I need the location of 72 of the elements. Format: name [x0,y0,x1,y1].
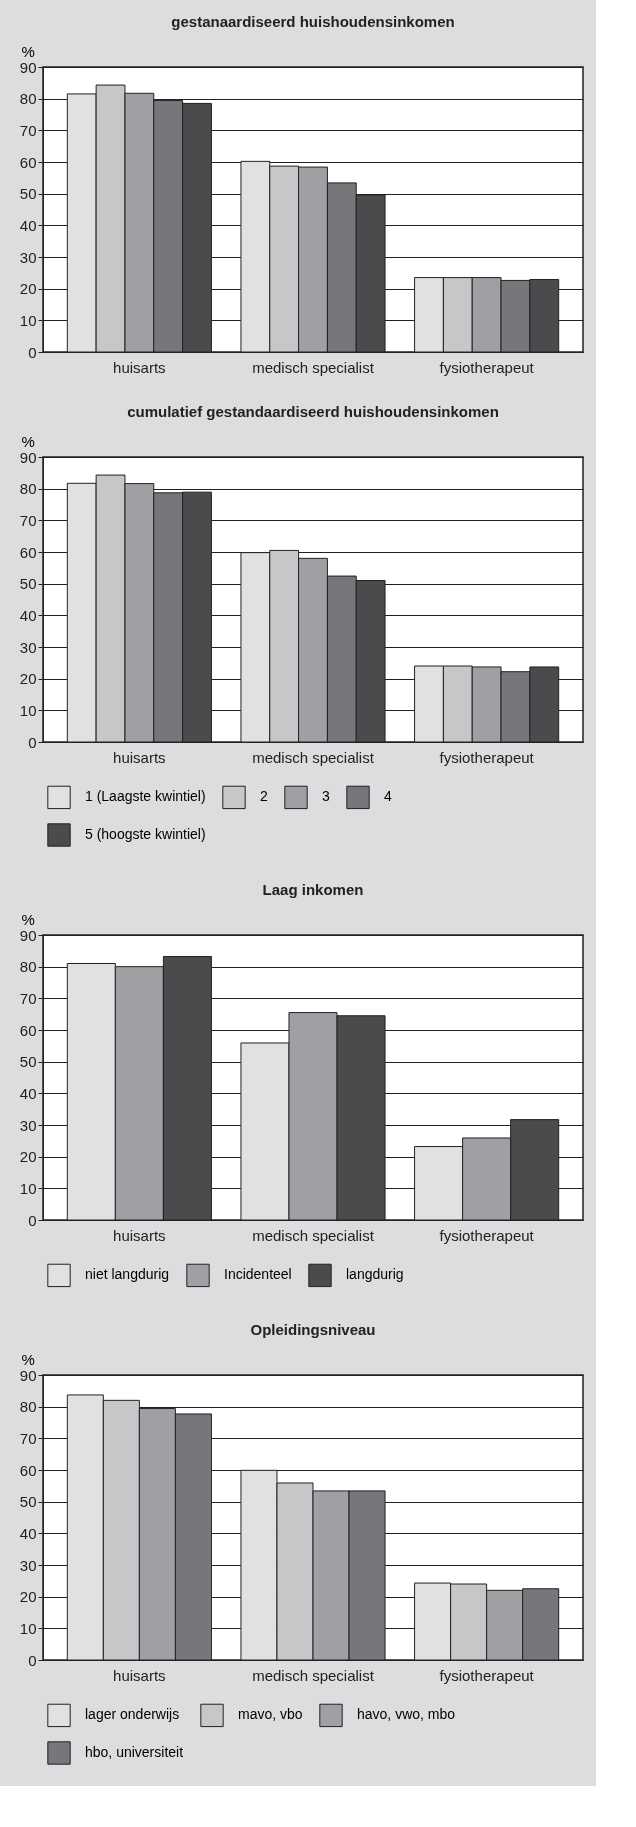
legend-label: 4 [384,788,392,805]
y-tick-label: 90 [19,58,37,76]
y-tick-label: 20 [19,670,37,688]
y-axis-title: % [21,1350,35,1368]
x-tick-label: huisarts [113,1226,166,1244]
x-tick-label: medisch specialist [252,358,375,376]
y-tick-label: 0 [28,1651,37,1669]
y-axis-title: % [21,42,35,60]
legend-label: 2 [260,788,268,805]
y-tick-label: 90 [19,1366,37,1384]
y-tick-label: 50 [19,1493,37,1511]
y-tick-label: 70 [19,1429,37,1447]
y-tick-label: 90 [19,448,37,466]
x-tick-label: medisch specialist [252,748,375,766]
y-tick-label: 90 [19,926,37,944]
y-tick-label: 50 [19,1053,37,1071]
x-tick-label: fysiotherapeut [439,1226,535,1244]
y-axis-title: % [21,432,35,450]
y-tick-label: 50 [19,575,37,593]
chart-title: Laag inkomen [262,881,364,898]
y-tick-label: 80 [19,90,37,108]
legend-label: 5 (hoogste kwintiel) [85,826,206,842]
y-tick-label: 30 [19,1556,37,1574]
chart-title: Opleidingsniveau [250,1321,376,1338]
y-tick-label: 60 [19,1461,37,1479]
x-tick-label: huisarts [113,358,166,376]
chart-title: cumulatief gestandaardiseerd huishoudensinkomen [127,403,499,420]
chart-title: gestanaardiseerd huishoudensinkomen [171,13,455,30]
y-tick-label: 40 [19,606,37,624]
x-tick-label: huisarts [113,1666,166,1684]
y-tick-label: 70 [19,511,37,529]
y-tick-label: 40 [19,1524,37,1542]
y-tick-label: 10 [19,1619,37,1637]
y-axis-title: % [21,910,35,928]
legend-label: 3 [322,788,330,805]
y-tick-label: 40 [19,1084,37,1102]
legend-label: mavo, vbo [238,1706,303,1723]
y-tick-label: 0 [28,733,37,751]
y-tick-label: 60 [19,543,37,561]
y-tick-label: 60 [19,153,37,171]
y-tick-label: 80 [19,1398,37,1416]
legend-label: 1 (Laagste kwintiel) [85,788,206,805]
x-tick-label: fysiotherapeut [439,1666,535,1684]
y-tick-label: 0 [28,343,37,361]
y-tick-label: 10 [19,1179,37,1197]
legend-label: niet langdurig [85,1266,170,1283]
y-tick-label: 30 [19,1116,37,1134]
legend-label: hbo, universiteit [85,1744,184,1760]
y-tick-label: 30 [19,248,37,266]
y-tick-label: 80 [19,958,37,976]
y-tick-label: 20 [19,1588,37,1606]
legend-label: langdurig [346,1266,404,1283]
x-tick-label: fysiotherapeut [439,358,535,376]
y-tick-label: 20 [19,280,37,298]
y-tick-label: 30 [19,638,37,656]
y-tick-label: 80 [19,480,37,498]
x-tick-label: medisch specialist [252,1666,375,1684]
x-tick-label: fysiotherapeut [439,748,535,766]
y-tick-label: 20 [19,1148,37,1166]
x-tick-label: medisch specialist [252,1226,375,1244]
y-tick-label: 0 [28,1211,37,1229]
y-tick-label: 50 [19,185,37,203]
legend-label: Incidenteel [224,1266,292,1283]
y-tick-label: 70 [19,989,37,1007]
y-tick-label: 10 [19,311,37,329]
legend-label: lager onderwijs [85,1706,180,1723]
y-tick-label: 60 [19,1021,37,1039]
x-tick-label: huisarts [113,748,166,766]
y-tick-label: 40 [19,216,37,234]
legend-label: havo, vwo, mbo [357,1706,456,1723]
y-tick-label: 70 [19,121,37,139]
y-tick-label: 10 [19,701,37,719]
